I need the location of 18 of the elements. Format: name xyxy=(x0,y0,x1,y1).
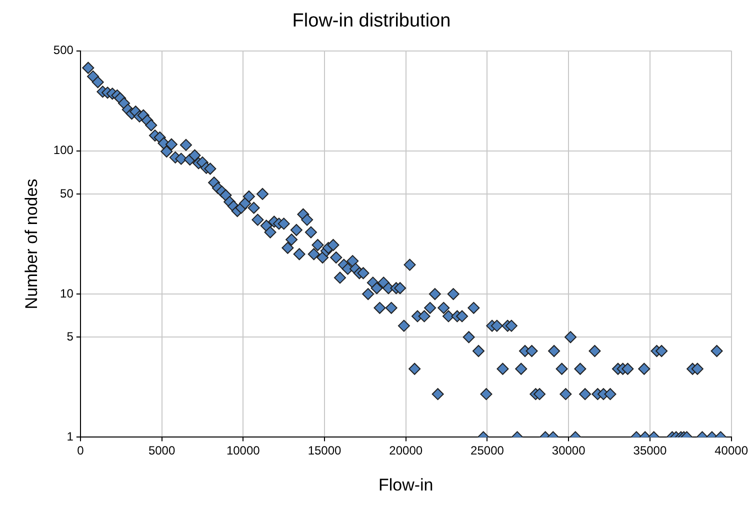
y-tick-label: 100 xyxy=(53,143,74,158)
x-tick-label: 10000 xyxy=(226,444,260,458)
chart-title: Flow-in distribution xyxy=(292,10,451,32)
y-tick-label: 10 xyxy=(60,286,74,300)
x-tick-label: 15000 xyxy=(308,444,342,458)
x-tick-label: 0 xyxy=(77,444,84,458)
y-tick-label: 1 xyxy=(66,430,74,444)
y-tick-label: 5 xyxy=(66,329,74,344)
x-tick-label: 20000 xyxy=(389,444,423,458)
x-tick-label: 40000 xyxy=(714,444,748,458)
y-axis-title: Number of nodes xyxy=(22,178,41,310)
y-tick-label: 500 xyxy=(53,43,74,58)
x-tick-label: 5000 xyxy=(148,444,176,458)
x-axis-title: Flow-in xyxy=(378,475,434,494)
x-tick-label: 25000 xyxy=(470,444,504,458)
x-tick-label: 30000 xyxy=(552,444,586,458)
x-tick-label: 35000 xyxy=(633,444,667,458)
y-tick-label: 50 xyxy=(60,186,74,200)
